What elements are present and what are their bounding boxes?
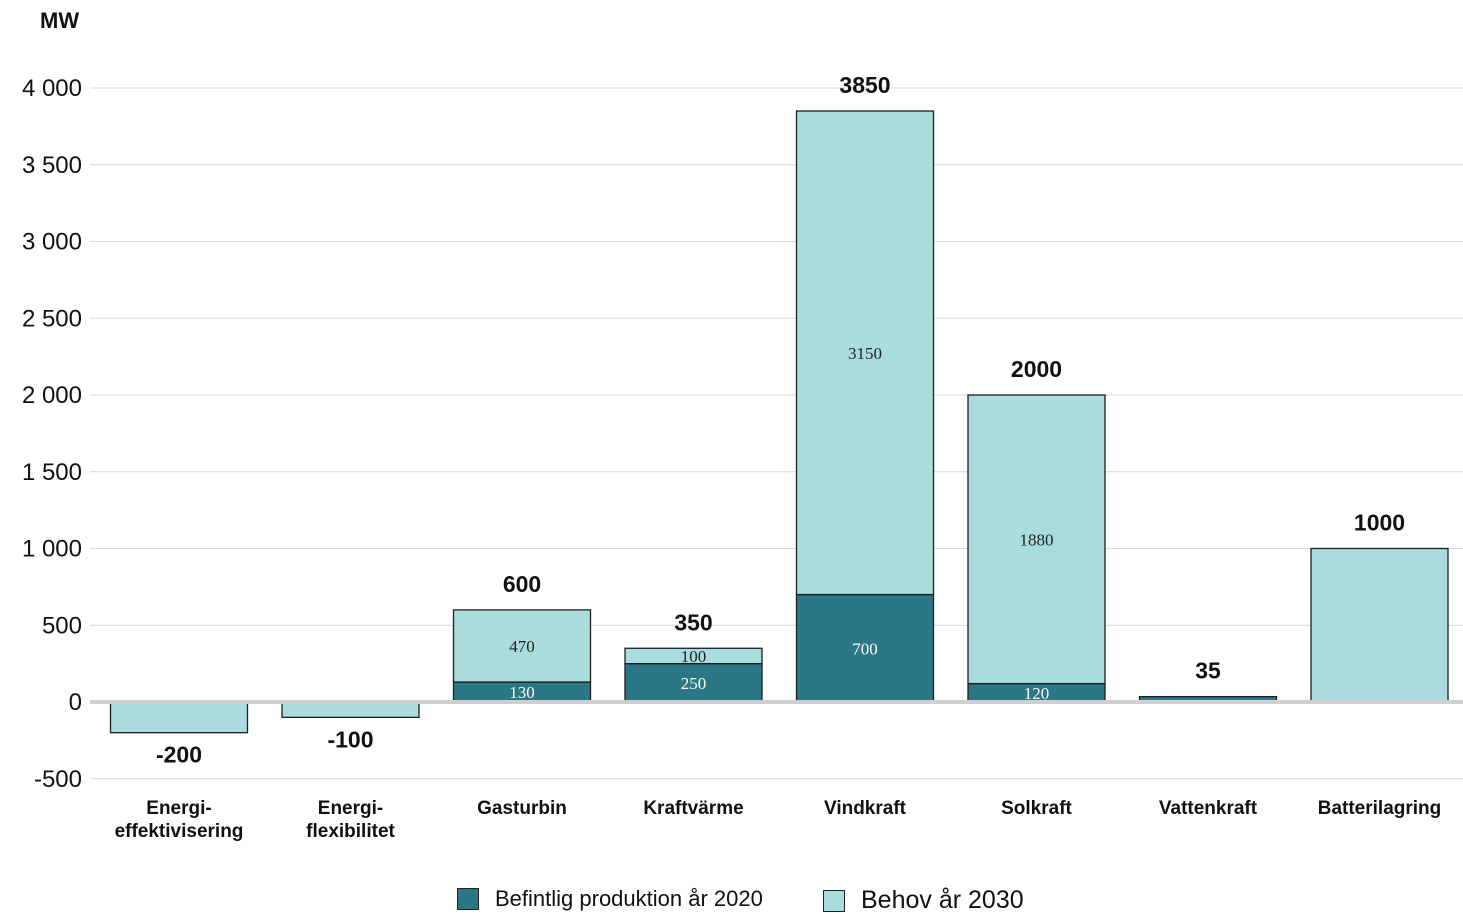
legend-item-need: Behov år 2030 [823, 886, 1024, 915]
total-label: 2000 [1011, 356, 1062, 382]
bar-need-1 [281, 701, 420, 719]
legend-label-existing: Befintlig produktion år 2020 [495, 886, 763, 911]
data-label-existing: 700 [852, 639, 878, 658]
legend-swatch-existing [457, 888, 479, 910]
stacked-bar-chart: 4 000 3 500 3 000 2 500 2 000 1 500 1 000 500 0 -… [22, 72, 1463, 842]
data-label-need: 100 [681, 647, 707, 666]
x-category-label: Vattenkraft [1159, 798, 1258, 819]
total-label: 600 [503, 571, 541, 597]
y-tick-label: 0 [69, 689, 82, 716]
y-tick-label: 3 000 [22, 229, 82, 256]
bar-need-4 [795, 110, 935, 596]
data-label-need: 470 [509, 637, 535, 656]
legend-label-need: Behov år 2030 [861, 886, 1024, 914]
total-label: 1000 [1354, 510, 1405, 536]
total-label: 350 [674, 609, 712, 635]
x-category-label: Gasturbin [477, 798, 567, 819]
x-category-label: Vindkraft [824, 798, 907, 819]
total-label: -200 [156, 742, 202, 768]
x-category-label: Energi- [146, 798, 211, 819]
x-category-label: Kraftvärme [643, 798, 743, 819]
data-label-existing: 250 [681, 674, 707, 693]
y-tick-label: 1 500 [22, 459, 82, 486]
data-label-need: 3150 [848, 344, 882, 363]
legend-item-existing: Befintlig produktion år 2020 [457, 886, 763, 912]
y-tick-label: -500 [34, 766, 82, 793]
bar-need-7 [1310, 547, 1449, 703]
data-label-existing: 120 [1024, 684, 1050, 703]
data-label-existing: 130 [509, 683, 535, 702]
y-tick-label: 500 [42, 612, 82, 639]
bar-need-3 [624, 647, 763, 665]
data-label-need: 1880 [1020, 530, 1054, 549]
legend-swatch-need [823, 889, 845, 912]
x-category-label: Solkraft [1001, 798, 1072, 819]
y-tick-label: 2 000 [22, 382, 82, 409]
y-tick-label: 4 000 [22, 75, 82, 102]
total-label: -100 [327, 726, 373, 752]
y-axis-unit-label: MW [40, 8, 80, 33]
legend: Befintlig produktion år 2020 Behov år 20… [0, 886, 1463, 916]
y-tick-label: 2 500 [22, 305, 82, 332]
bar-existing-3 [624, 662, 763, 703]
x-category-label: Energi- [318, 798, 383, 819]
total-label: 3850 [839, 72, 890, 98]
x-category-label: flexibilitet [306, 821, 395, 842]
bar-need-5 [967, 394, 1106, 685]
x-category-label: Batterilagring [1318, 798, 1442, 819]
bar-need-2 [452, 609, 592, 683]
x-category-label: effektivisering [115, 821, 244, 842]
y-tick-label: 1 000 [22, 536, 82, 563]
bar-need-0 [109, 701, 249, 734]
total-label: 35 [1195, 658, 1221, 684]
y-tick-label: 3 500 [22, 152, 82, 179]
